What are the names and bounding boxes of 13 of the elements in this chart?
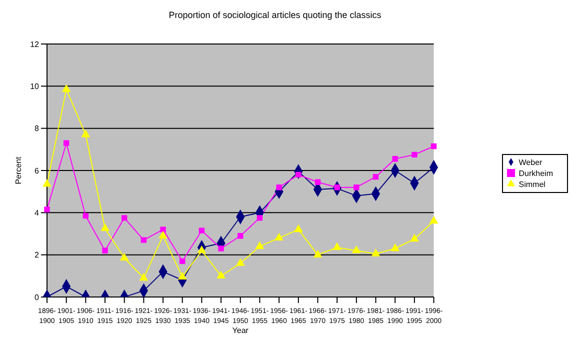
- y-tick-label: 8: [34, 124, 40, 134]
- y-tick-label: 6: [34, 166, 40, 176]
- y-tick-label: 10: [30, 82, 40, 92]
- y-tick-label: 2: [34, 250, 40, 260]
- y-tick-label: 0: [34, 292, 40, 302]
- y-axis-title: Percent: [14, 156, 23, 184]
- x-axis-title: Year: [232, 326, 249, 335]
- y-tick-label: 12: [30, 40, 40, 49]
- legend-label: Simmel: [518, 180, 546, 188]
- y-tick-label: 4: [34, 208, 40, 218]
- legend-label: Weber: [518, 158, 542, 166]
- legend-label: Durkheim: [518, 168, 553, 178]
- chart-title: Proportion of sociological articles quoting the classics: [168, 10, 382, 20]
